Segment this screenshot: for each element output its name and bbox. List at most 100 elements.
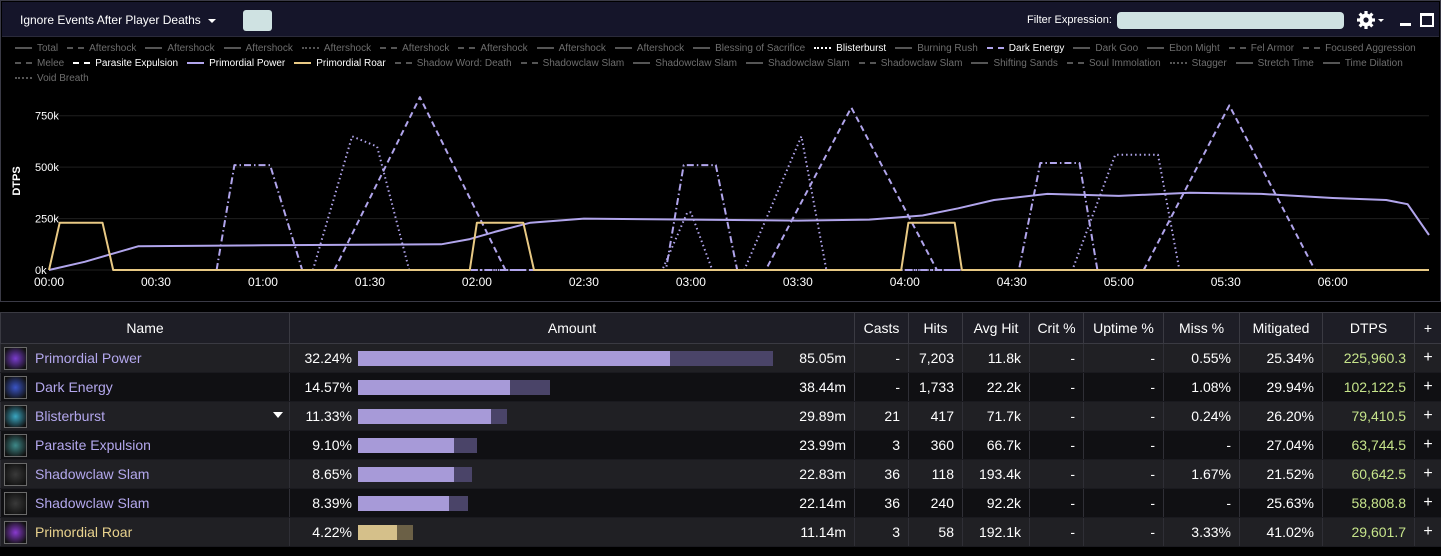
column-header-name[interactable]: Name <box>0 312 290 344</box>
legend-swatch-icon <box>1169 62 1187 65</box>
column-header-amount[interactable]: Amount <box>289 312 855 344</box>
hits-cell: 58 <box>908 517 963 547</box>
legend-item[interactable]: Blisterburst <box>814 41 886 56</box>
legend-item[interactable]: Time Dilation <box>1322 56 1403 71</box>
column-header-mitigated[interactable]: Mitigated <box>1239 312 1323 344</box>
legend-item[interactable]: Shadowclaw Slam <box>858 56 962 71</box>
legend-swatch-icon <box>1147 47 1165 50</box>
x-tick-label: 05:30 <box>1211 275 1241 289</box>
legend-swatch-icon <box>458 47 476 50</box>
table-row[interactable]: Dark Energy 14.57% 38.44m -1,733 22.2k - -1.08… <box>0 372 1441 402</box>
legend-item[interactable]: Parasite Expulsion <box>73 56 178 71</box>
column-header-crit[interactable]: Crit % <box>1029 312 1084 344</box>
amount-bar-fill <box>358 467 454 482</box>
amount-value: 38.44m <box>799 379 846 395</box>
hits-cell: 1,733 <box>908 372 963 402</box>
filter-expression-input[interactable] <box>1117 12 1344 29</box>
legend-item[interactable]: Fel Armor <box>1228 41 1294 56</box>
legend-item[interactable]: Blessing of Sacrifice <box>693 41 805 56</box>
legend-item[interactable]: Aftershock <box>301 41 371 56</box>
legend-item[interactable]: Void Breath <box>15 71 89 86</box>
table-row[interactable]: Primordial Power 32.24% 85.05m -7,203 11.8k -… <box>0 343 1441 373</box>
legend-item[interactable]: Aftershock <box>458 41 528 56</box>
chart-legend: Total Aftershock Aftershock Aftershock After… <box>15 41 1425 86</box>
legend-item[interactable]: Stagger <box>1169 56 1227 71</box>
table-row[interactable]: Shadowclaw Slam 8.65% 22.83m 36 118 193.4k - -1… <box>0 459 1441 489</box>
legend-item[interactable]: Shadowclaw Slam <box>633 56 737 71</box>
ability-name-link[interactable]: Blisterburst <box>35 408 106 424</box>
legend-item[interactable]: Shadowclaw Slam <box>746 56 850 71</box>
amount-cell: 4.22% 11.14m <box>289 517 855 547</box>
table-row[interactable]: Blisterburst 11.33% 29.89m 21 417 71.7k - -0.24… <box>0 401 1441 431</box>
x-tick-label: 05:00 <box>1104 275 1134 289</box>
ability-name-link[interactable]: Shadowclaw Slam <box>35 466 150 482</box>
column-header-avg-hit[interactable]: Avg Hit <box>962 312 1030 344</box>
legend-item[interactable]: Burning Rush <box>895 41 978 56</box>
legend-item[interactable]: Soul Immolation <box>1066 56 1161 71</box>
event-mode-dropdown[interactable]: Ignore Events After Player Deaths <box>20 13 216 27</box>
x-tick-label: 02:00 <box>462 275 492 289</box>
table-row[interactable]: Primordial Roar 4.22% 11.14m 3 58 192.1k - -3.3… <box>0 517 1441 547</box>
table-row[interactable]: Shadowclaw Slam 8.39% 22.14m 36 240 92.2k - - -2… <box>0 488 1441 518</box>
legend-swatch-icon <box>15 77 32 80</box>
maximize-icon[interactable] <box>1420 13 1434 27</box>
x-tick-label: 01:00 <box>248 275 278 289</box>
amount-bar <box>358 409 783 424</box>
legend-item[interactable]: Total <box>15 41 58 56</box>
series-line-parasite-expulsion <box>215 162 1099 271</box>
legend-item[interactable]: Shifting Sands <box>971 56 1058 71</box>
ability-name-link[interactable]: Dark Energy <box>35 379 113 395</box>
legend-item[interactable]: Dark Goo <box>1073 41 1138 56</box>
ability-name-link[interactable]: Primordial Power <box>35 350 142 366</box>
legend-item[interactable]: Stretch Time <box>1235 56 1314 71</box>
dtps-cell: 79,410.5 <box>1322 401 1415 431</box>
legend-label: Aftershock <box>636 43 685 54</box>
event-mode-label: Ignore Events After Player Deaths <box>20 13 201 27</box>
add-row-button[interactable]: + <box>1414 343 1441 373</box>
expand-caret-icon[interactable] <box>273 412 283 418</box>
add-column-button[interactable]: + <box>1414 312 1441 344</box>
ability-name-link[interactable]: Parasite Expulsion <box>35 437 151 453</box>
legend-item[interactable]: Primordial Roar <box>294 56 386 71</box>
add-row-button[interactable]: + <box>1414 517 1441 547</box>
amount-cell: 11.33% 29.89m <box>289 401 855 431</box>
legend-item[interactable]: Shadowclaw Slam <box>520 56 624 71</box>
column-header-uptime[interactable]: Uptime % <box>1083 312 1164 344</box>
small-input-box[interactable] <box>243 10 272 31</box>
y-tick-label: 250k <box>35 214 59 226</box>
legend-item[interactable]: Primordial Power <box>187 56 285 71</box>
legend-item[interactable]: Aftershock <box>380 41 449 56</box>
legend-item[interactable]: Aftershock <box>614 41 685 56</box>
legend-item[interactable]: Aftershock <box>536 41 606 56</box>
legend-item[interactable]: Aftershock <box>145 41 215 56</box>
column-header-dtps[interactable]: DTPS <box>1322 312 1415 344</box>
gear-icon[interactable] <box>1356 9 1386 31</box>
amount-value: 85.05m <box>799 350 846 366</box>
avg-hit-cell: 11.8k <box>962 343 1030 373</box>
add-row-button[interactable]: + <box>1414 372 1441 402</box>
legend-item[interactable]: Dark Energy <box>986 41 1064 56</box>
column-header-hits[interactable]: Hits <box>908 312 963 344</box>
minimize-icon[interactable] <box>1400 23 1411 26</box>
add-row-button[interactable]: + <box>1414 459 1441 489</box>
legend-item[interactable]: Focused Aggression <box>1303 41 1416 56</box>
column-header-miss[interactable]: Miss % <box>1163 312 1240 344</box>
amount-bar <box>358 380 783 395</box>
table-row[interactable]: Parasite Expulsion 9.10% 23.99m 3 360 66.7k - -… <box>0 430 1441 460</box>
add-row-button[interactable]: + <box>1414 401 1441 431</box>
ability-name-link[interactable]: Primordial Roar <box>35 524 133 540</box>
hits-cell: 360 <box>908 430 963 460</box>
legend-label: Aftershock <box>167 43 215 54</box>
legend-item[interactable]: Shadow Word: Death <box>394 56 512 71</box>
legend-item[interactable]: Aftershock <box>67 41 136 56</box>
amount-cell: 14.57% 38.44m <box>289 372 855 402</box>
uptime-cell: - <box>1083 343 1164 373</box>
legend-item[interactable]: Ebon Might <box>1147 41 1220 56</box>
add-row-button[interactable]: + <box>1414 488 1441 518</box>
ability-name-link[interactable]: Shadowclaw Slam <box>35 495 150 511</box>
add-row-button[interactable]: + <box>1414 430 1441 460</box>
legend-swatch-icon <box>15 47 32 50</box>
legend-item[interactable]: Melee <box>15 56 64 71</box>
column-header-casts[interactable]: Casts <box>854 312 909 344</box>
legend-item[interactable]: Aftershock <box>223 41 293 56</box>
